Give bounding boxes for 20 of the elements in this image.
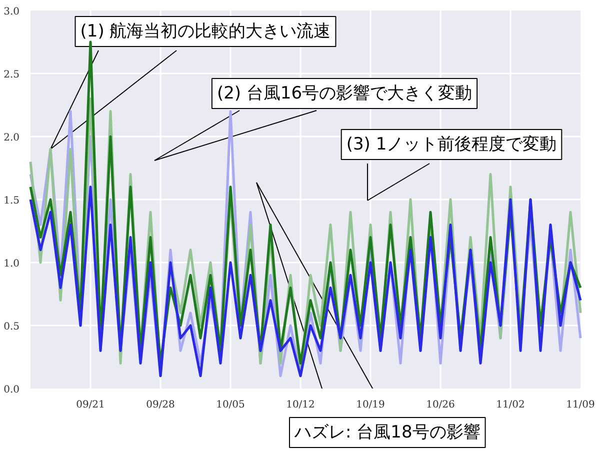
x-tick-label: 10/05 <box>216 400 245 410</box>
x-tick-label: 10/19 <box>356 400 385 410</box>
annotation: (3) 1ノット前後程度で変動 <box>346 134 557 154</box>
x-tick-label: 10/12 <box>286 400 315 410</box>
x-tick-label: 09/21 <box>76 400 105 410</box>
y-tick-label: 2.5 <box>4 70 20 80</box>
y-tick-label: 2.0 <box>4 132 20 144</box>
x-tick-label: 11/02 <box>496 400 525 410</box>
y-tick-label: 1.0 <box>4 258 20 270</box>
y-tick-label: 1.5 <box>4 196 20 206</box>
text: ハズレ: 台風18号の影響 <box>294 422 480 442</box>
x-tick-label: 09/28 <box>146 400 175 410</box>
line-series <box>29 186 582 378</box>
x-tick-label: 11/09 <box>566 400 595 410</box>
x-tick-label: 10/26 <box>426 400 455 410</box>
y-tick-label: 3.0 <box>4 6 20 18</box>
y-tick-label: 0.0 <box>4 384 20 396</box>
annotation: (1) 航海当初の比較的大きい流速 <box>80 22 331 42</box>
y-tick-label: 0.5 <box>4 322 20 332</box>
annotation: (2) 台風16号の影響で大きく変動 <box>216 84 472 104</box>
